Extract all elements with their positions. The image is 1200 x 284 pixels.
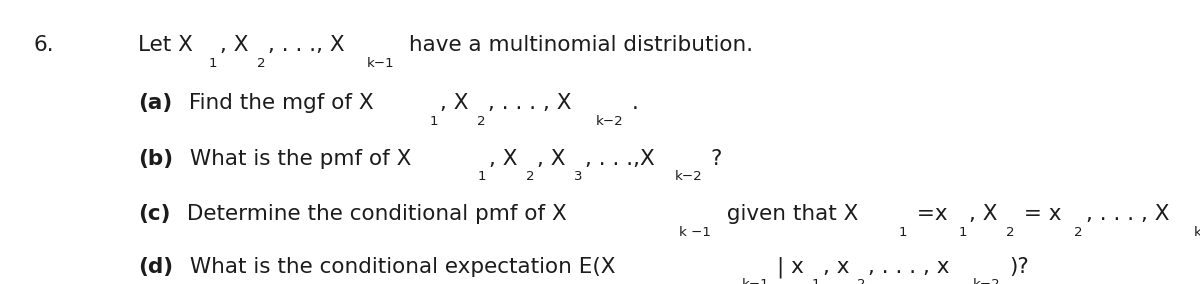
Text: , X: , X xyxy=(488,149,517,169)
Text: , X: , X xyxy=(536,149,565,169)
Text: 1: 1 xyxy=(430,115,438,128)
Text: k−1: k−1 xyxy=(366,57,394,70)
Text: 2: 2 xyxy=(478,115,486,128)
Text: k−2: k−2 xyxy=(674,170,702,183)
Text: 1: 1 xyxy=(811,278,821,284)
Text: )?: )? xyxy=(1009,257,1028,277)
Text: 1: 1 xyxy=(478,170,486,183)
Text: ?: ? xyxy=(710,149,721,169)
Text: , . . . , X: , . . . , X xyxy=(1086,204,1169,224)
Text: Determine the conditional pmf of X: Determine the conditional pmf of X xyxy=(180,204,566,224)
Text: 2: 2 xyxy=(257,57,265,70)
Text: What is the pmf of X: What is the pmf of X xyxy=(184,149,412,169)
Text: .: . xyxy=(632,93,638,113)
Text: , . . . , x: , . . . , x xyxy=(868,257,949,277)
Text: 2: 2 xyxy=(526,170,534,183)
Text: k−2: k−2 xyxy=(973,278,1001,284)
Text: = x: = x xyxy=(1018,204,1062,224)
Text: 1: 1 xyxy=(899,226,907,239)
Text: , X: , X xyxy=(440,93,469,113)
Text: What is the conditional expectation E(X: What is the conditional expectation E(X xyxy=(184,257,616,277)
Text: 6.: 6. xyxy=(34,35,54,55)
Text: 1: 1 xyxy=(958,226,967,239)
Text: k −1: k −1 xyxy=(679,226,710,239)
Text: Find the mgf of X: Find the mgf of X xyxy=(182,93,374,113)
Text: k−2: k−2 xyxy=(596,115,624,128)
Text: (d): (d) xyxy=(138,257,173,277)
Text: =x: =x xyxy=(910,204,947,224)
Text: 2: 2 xyxy=(1074,226,1084,239)
Text: 3: 3 xyxy=(574,170,582,183)
Text: have a multinomial distribution.: have a multinomial distribution. xyxy=(402,35,754,55)
Text: , . . . , X: , . . . , X xyxy=(488,93,572,113)
Text: (a): (a) xyxy=(138,93,173,113)
Text: k−2: k−2 xyxy=(1193,226,1200,239)
Text: | x: | x xyxy=(778,257,804,278)
Text: , X: , X xyxy=(220,35,248,55)
Text: , . . .,X: , . . .,X xyxy=(584,149,654,169)
Text: 1: 1 xyxy=(209,57,217,70)
Text: , x: , x xyxy=(823,257,850,277)
Text: , . . ., X: , . . ., X xyxy=(268,35,344,55)
Text: , X: , X xyxy=(970,204,997,224)
Text: given that X: given that X xyxy=(720,204,858,224)
Text: Let X: Let X xyxy=(138,35,193,55)
Text: 2: 2 xyxy=(1006,226,1014,239)
Text: 2: 2 xyxy=(857,278,865,284)
Text: k−1: k−1 xyxy=(742,278,769,284)
Text: (b): (b) xyxy=(138,149,173,169)
Text: (c): (c) xyxy=(138,204,170,224)
